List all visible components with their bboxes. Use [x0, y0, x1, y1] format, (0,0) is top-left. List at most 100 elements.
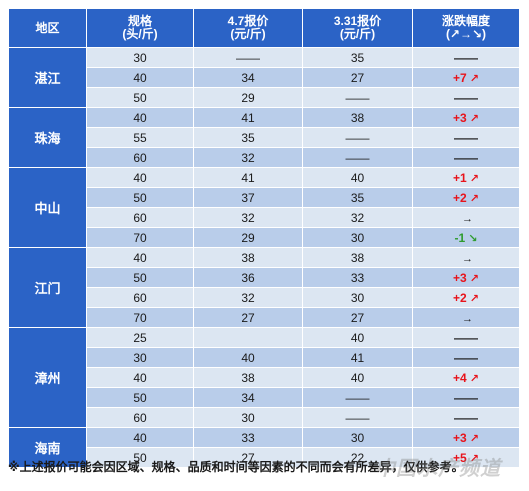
arrow-up-right-icon: ↗ [469, 372, 479, 385]
size-cell: 50 [86, 187, 194, 208]
header-region: 地区 [8, 8, 87, 48]
price-0407-cell: 33 [193, 427, 303, 448]
change-value: —— [454, 50, 478, 65]
change-cell: +5 ↗ [412, 447, 520, 468]
price-0407-cell: 40 [193, 347, 303, 368]
table-row: 40 38 40 +4 ↗ [9, 367, 520, 388]
change-value: —— [454, 130, 478, 145]
arrow-down-right-icon: ↘ [468, 232, 478, 245]
price-0407-cell: 27 [193, 307, 303, 328]
price-0407-cell: 34 [193, 387, 303, 408]
region-cell: 海南 [8, 427, 87, 468]
size-cell: 30 [86, 347, 194, 368]
size-cell: 40 [86, 247, 194, 268]
change-cell: +3 ↗ [412, 267, 520, 288]
table-row: 50 36 33 +3 ↗ [9, 267, 520, 288]
arrow-up-right-icon: ↗ [469, 452, 479, 465]
price-0331-cell: 38 [302, 247, 413, 268]
price-0331-cell: 35 [302, 187, 413, 208]
size-cell: 40 [86, 167, 194, 188]
price-0331-cell: 33 [302, 267, 413, 288]
price-0407-cell: 30 [193, 407, 303, 428]
table-row: 中山 40 41 40 +1 ↗ [8, 167, 520, 248]
change-cell: —— [412, 387, 520, 408]
arrow-up-right-icon: ↗ [469, 272, 479, 285]
size-cell: 60 [86, 407, 194, 428]
price-0407-cell: 38 [193, 367, 303, 388]
arrow-right-icon: → [462, 212, 473, 225]
change-cell: —— [412, 347, 520, 368]
size-cell: 60 [86, 287, 194, 308]
price-0331-cell: 30 [302, 227, 413, 248]
change-value: +7 [453, 70, 467, 85]
change-cell: —— [412, 147, 520, 168]
table-row: 60 32 30 +2 ↗ [9, 287, 520, 308]
header-price-0407: 4.7报价 (元/斤) [193, 8, 303, 48]
price-0331-cell: 40 [302, 167, 413, 188]
table-row: 50 27 22 +5 ↗ [9, 447, 520, 468]
change-cell: —— [412, 327, 520, 348]
table-row: 湛江 30 —— 35 —— [8, 47, 520, 108]
table-row: 60 30 —— —— [9, 407, 520, 428]
size-cell: 30 [86, 47, 194, 68]
price-0331-cell: —— [302, 127, 413, 148]
table-row: 漳州 25 40 —— [8, 327, 520, 428]
price-0407-cell: 32 [193, 287, 303, 308]
price-0331-cell: —— [302, 387, 413, 408]
change-value: —— [454, 330, 478, 345]
price-0331-cell: —— [302, 87, 413, 108]
price-0331-cell: 40 [302, 367, 413, 388]
change-value: —— [454, 90, 478, 105]
arrow-right-icon: → [462, 312, 473, 325]
header-row: 地区 规格 (头/斤) 4.7报价 (元/斤) 3.31报价 (元/斤) 涨跌幅… [8, 8, 520, 48]
size-cell: 60 [86, 147, 194, 168]
size-cell: 60 [86, 207, 194, 228]
change-value: +1 [453, 170, 467, 185]
change-value: +2 [453, 190, 467, 205]
arrow-right-icon: → [462, 252, 473, 265]
price-0407-cell: 27 [193, 447, 303, 468]
price-0331-cell: 22 [302, 447, 413, 468]
price-0331-cell: 30 [302, 287, 413, 308]
change-value: +3 [453, 430, 467, 445]
table-row: 40 34 27 +7 ↗ [9, 67, 520, 88]
size-cell: 70 [86, 307, 194, 328]
price-0407-cell: 38 [193, 247, 303, 268]
table-body: 湛江 30 —— 35 —— 40 34 27 +7 ↗ 50 29 —— —— 珠海 40 41 38 +3 ↗ 55… [8, 47, 520, 468]
change-value: —— [454, 350, 478, 365]
price-0407-cell: 29 [193, 227, 303, 248]
watermark: 中国水产频道 [375, 458, 501, 480]
header-change: 涨跌幅度 (↗→↘) [412, 8, 520, 48]
price-0331-cell: 27 [302, 307, 413, 328]
change-cell: —— [412, 47, 520, 68]
size-cell: 40 [86, 367, 194, 388]
change-cell: —— [412, 87, 520, 108]
price-0331-cell: —— [302, 407, 413, 428]
header-price-0331: 3.31报价 (元/斤) [302, 8, 413, 48]
price-0331-cell: 30 [302, 427, 413, 448]
change-value: -1 [454, 230, 466, 245]
table-row: 50 29 —— —— [9, 87, 520, 108]
table-row: 珠海 40 41 38 +3 ↗ [8, 107, 520, 168]
header-size: 规格 (头/斤) [86, 8, 194, 48]
region-cell: 珠海 [8, 107, 87, 168]
size-cell: 40 [86, 107, 194, 128]
table-row: 海南 40 33 30 +3 ↗ [8, 427, 520, 468]
price-0407-cell: 41 [193, 107, 303, 128]
price-0331-cell: 38 [302, 107, 413, 128]
price-0407-cell: 32 [193, 147, 303, 168]
change-cell: —— [412, 127, 520, 148]
change-cell: -1 ↘ [412, 227, 520, 248]
region-cell: 江门 [8, 247, 87, 328]
region-cell: 漳州 [8, 327, 87, 428]
arrow-up-right-icon: ↗ [469, 432, 479, 445]
size-cell: 25 [86, 327, 194, 348]
change-cell: → [412, 307, 520, 328]
price-0407-cell: 35 [193, 127, 303, 148]
table-row: 55 35 —— —— [9, 127, 520, 148]
change-value: +4 [453, 370, 467, 385]
table-row: 江门 40 38 38 → [8, 247, 520, 328]
price-0331-cell: 40 [302, 327, 413, 348]
table-row: 60 32 32 → [9, 207, 520, 228]
arrow-up-right-icon: ↗ [469, 112, 479, 125]
